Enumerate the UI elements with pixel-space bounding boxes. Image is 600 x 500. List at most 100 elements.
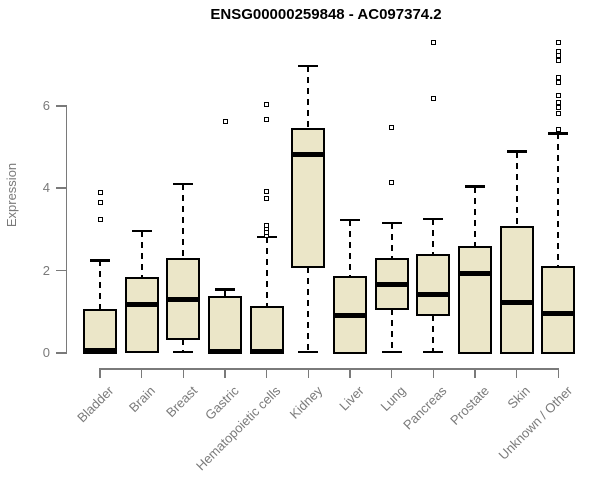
upper-whisker-line [140,231,143,278]
x-category-label: Breast [162,383,200,421]
upper-whisker-cap [381,221,402,225]
x-category-label: Pancreas [400,383,450,433]
outlier-point [555,40,561,46]
upper-whisker-cap [298,64,319,68]
outlier-point [555,100,561,106]
median-line [166,296,201,302]
upper-whisker-line [557,133,560,267]
x-category-label: Skin [504,383,534,412]
boxplot-box [208,295,242,354]
x-category-label: Brain [126,383,159,416]
x-axis-tick [557,368,560,378]
outlier-point [389,180,395,186]
upper-whisker-line [349,219,351,277]
upper-whisker-line [432,219,435,255]
boxplot-box [124,277,159,354]
x-axis-tick [182,368,185,378]
lower-whisker-cap [173,350,194,353]
x-category-label: Gastric [201,383,242,423]
outlier-point [430,95,436,101]
x-axis-tick [224,368,226,378]
chart-title: ENSG00000259848 - AC097374.2 [210,6,442,23]
outlier-point [264,116,270,122]
median-line [374,281,409,287]
median-line [541,311,576,317]
y-axis-tick [56,352,67,354]
x-axis-tick [390,368,393,378]
lower-whisker-line [432,315,435,353]
boxplot-box [541,265,576,354]
x-axis-tick [474,368,476,378]
median-line [499,300,534,306]
outlier-point [97,189,103,195]
upper-whisker-line [474,186,476,248]
outlier-point [555,105,561,111]
upper-whisker-cap [423,217,444,221]
y-axis-tick-label: 0 [42,345,50,360]
x-category-label: Liver [336,383,367,414]
upper-whisker-cap [215,288,235,291]
x-axis-tick [432,368,435,378]
median-line [83,348,117,354]
x-axis-tick [99,368,101,378]
upper-whisker-cap [548,132,569,135]
outlier-point [555,126,561,132]
boxplot-box [416,253,451,317]
upper-whisker-line [99,260,101,310]
y-axis-tick-label: 6 [42,97,50,113]
outlier-point [264,102,270,108]
x-category-label: Prostate [446,383,492,428]
x-category-label: Unknown / Other [495,383,575,463]
outlier-point [264,196,270,202]
outlier-point [222,119,228,125]
outlier-point [555,80,561,86]
outlier-point [389,124,395,130]
median-line [124,302,159,308]
boxplot-box [291,128,326,269]
y-axis-line [65,104,68,354]
boxplot-box [83,308,117,354]
outlier-point [97,217,103,223]
upper-whisker-cap [465,185,485,188]
y-axis-tick [56,105,67,107]
x-axis-tick [307,368,310,378]
y-axis-tick [56,269,67,272]
y-axis-tick [56,187,67,189]
outlier-point [430,40,436,46]
upper-whisker-line [224,289,226,297]
lower-whisker-cap [381,350,402,354]
median-line [458,270,492,276]
outlier-point [555,110,561,116]
upper-whisker-line [265,236,268,308]
median-line [416,292,451,298]
y-axis-tick-label: 2 [42,262,50,278]
upper-whisker-cap [131,229,152,233]
lower-whisker-line [390,309,393,353]
median-line [291,151,326,157]
upper-whisker-cap [90,259,110,262]
boxplot-box [249,306,284,354]
upper-whisker-cap [506,150,527,153]
lower-whisker-line [307,267,310,353]
lower-whisker-cap [298,350,319,354]
upper-whisker-line [390,222,393,260]
upper-whisker-cap [340,218,360,222]
outlier-point [97,200,103,206]
x-axis-tick [140,368,143,378]
lower-whisker-line [182,339,185,352]
outlier-point [264,188,270,194]
median-line [249,348,284,354]
outlier-point [264,223,270,229]
upper-whisker-line [182,184,185,260]
x-category-label: Kidney [286,383,325,422]
x-axis-tick [265,368,268,378]
x-category-label: Lung [377,383,409,415]
median-line [208,348,242,354]
upper-whisker-line [307,65,310,130]
outlier-point [555,49,561,55]
upper-whisker-line [515,151,518,227]
boxplot-box [458,246,492,354]
outlier-point [555,93,561,99]
